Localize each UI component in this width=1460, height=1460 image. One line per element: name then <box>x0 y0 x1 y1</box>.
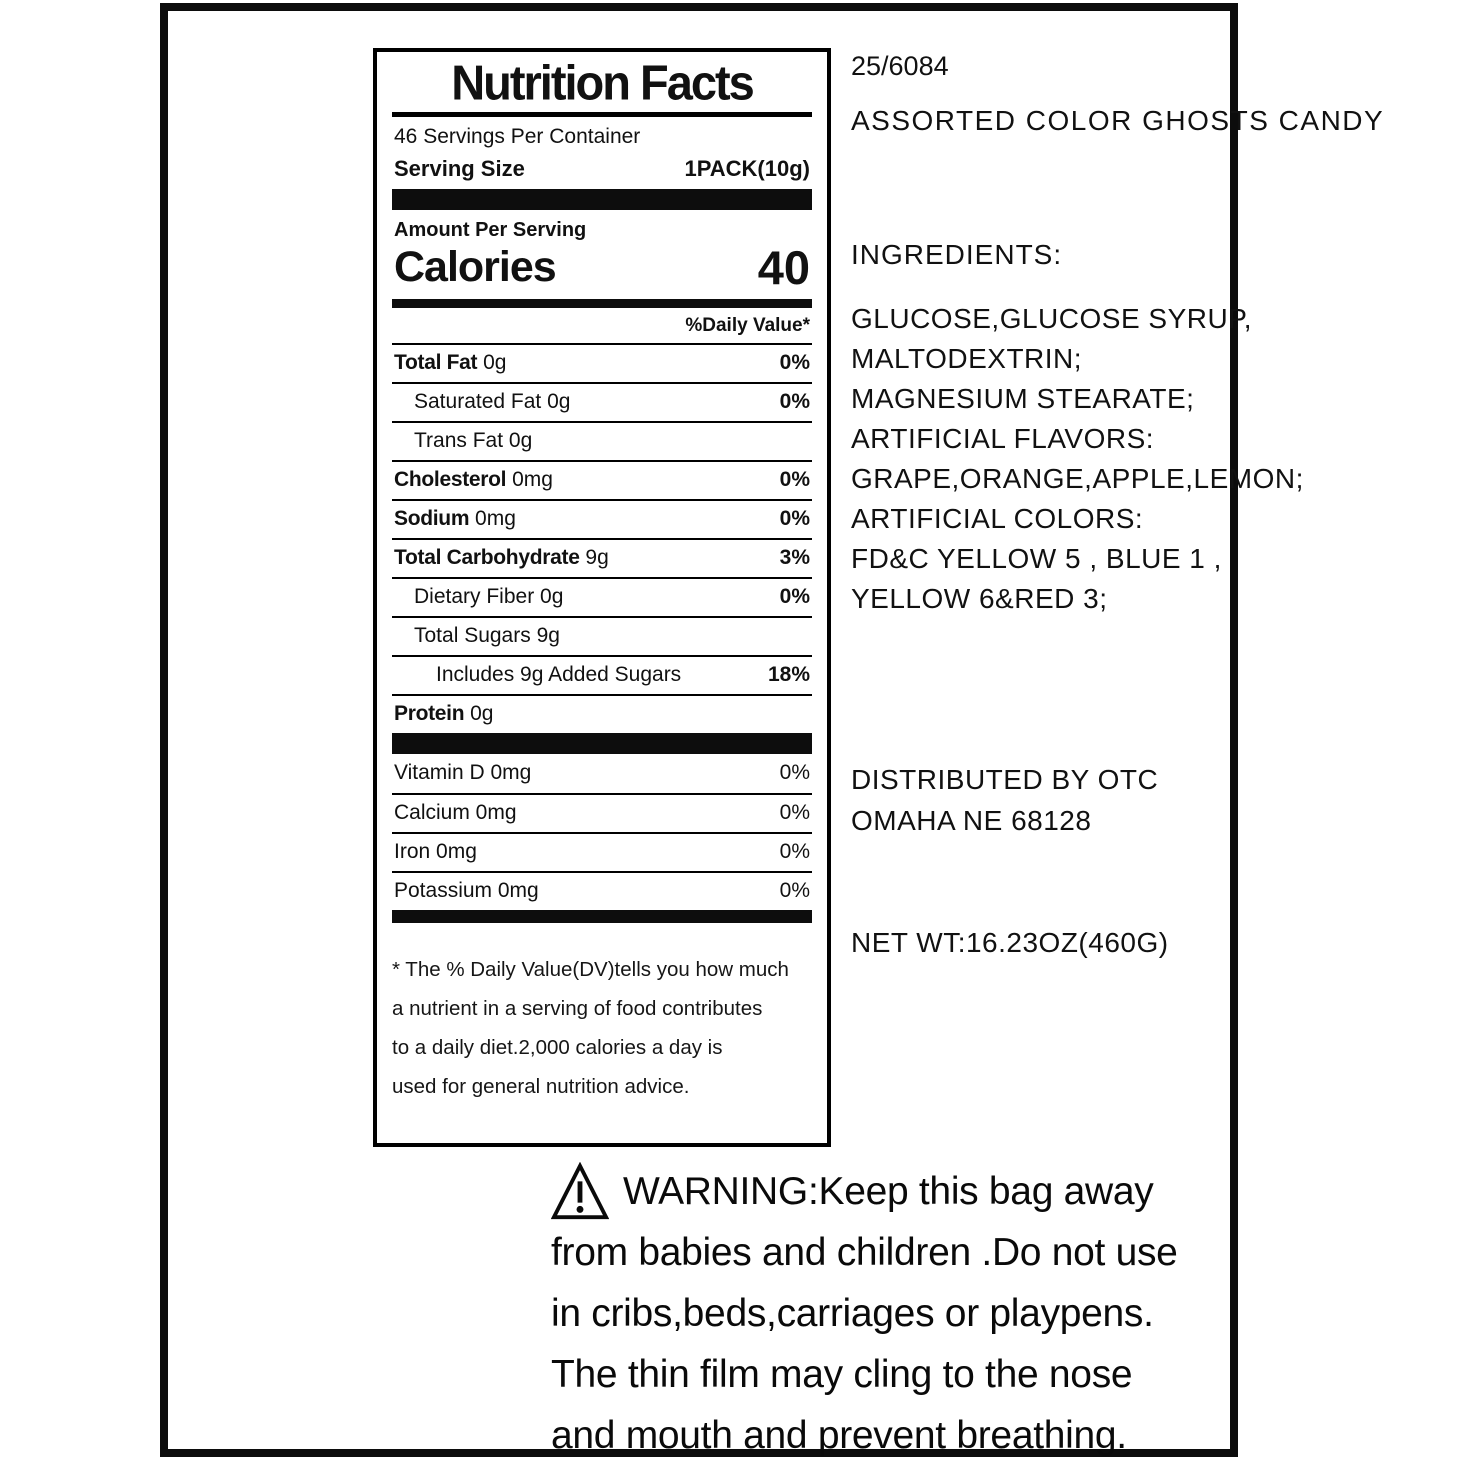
ingredient-line: FD&C YELLOW 5 , BLUE 1 , <box>851 543 1222 574</box>
net-weight: NET WT:16.23OZ(460G) <box>851 927 1169 958</box>
nutrient-pct: 0% <box>779 585 810 609</box>
daily-value-header: %Daily Value* <box>685 314 810 336</box>
micronutrient-label: Potassium 0mg <box>394 879 539 903</box>
nutrient-qty: 0mg <box>475 507 516 531</box>
nutrient-row-total-carbohydrate: Total Carbohydrate 9g 3% <box>392 537 812 577</box>
nutrient-pct: 0% <box>779 351 810 375</box>
nutrient-qty: 0mg <box>512 468 553 492</box>
ingredients-list: GLUCOSE,GLUCOSE SYRUP, MALTODEXTRIN; MAG… <box>851 299 1304 619</box>
warning-line: from babies and children .Do not use <box>551 1231 1178 1274</box>
serving-size-value: 1PACK(10g) <box>684 155 810 181</box>
micronutrient-pct: 0% <box>779 840 810 864</box>
nutrient-row-cholesterol: Cholesterol 0mg 0% <box>392 459 812 499</box>
nutrient-row-added-sugars: Includes 9g Added Sugars 18% <box>392 654 812 694</box>
warning-text: WARNING:Keep this bag away <box>623 1170 1154 1213</box>
nutrient-qty: 0g <box>483 351 507 375</box>
micronutrient-pct: 0% <box>779 761 810 785</box>
nutrient-qty: Includes 9g Added Sugars <box>436 663 682 687</box>
micronutrient-row-iron: Iron 0mg 0% <box>392 831 812 871</box>
product-name: ASSORTED COLOR GHOSTS CANDY <box>851 105 1385 136</box>
label-outer-frame: Nutrition Facts 46 Servings Per Containe… <box>160 3 1383 1457</box>
footnote-line: to a daily diet.2,000 calories a day is <box>392 1035 723 1059</box>
warning-triangle-icon <box>551 1161 609 1219</box>
nutrient-name: Sodium <box>394 507 470 531</box>
distributor-line: OMAHA NE 68128 <box>851 805 1092 836</box>
nutrient-row-saturated-fat: Saturated Fat 0g 0% <box>392 381 812 421</box>
section-bar <box>392 732 812 754</box>
nutrient-name: Total Carbohydrate <box>394 546 580 570</box>
ingredient-line: GRAPE,ORANGE,APPLE,LEMON; <box>851 463 1304 494</box>
micronutrient-label: Iron 0mg <box>394 840 477 864</box>
nutrient-pct: 3% <box>779 546 810 570</box>
ingredients-heading: INGREDIENTS: <box>851 239 1063 270</box>
micronutrient-pct: 0% <box>779 879 810 903</box>
nutrient-pct: 0% <box>779 468 810 492</box>
ingredient-line: MALTODEXTRIN; <box>851 343 1083 374</box>
nutrient-pct: 0% <box>779 390 810 414</box>
micronutrient-row-vitamin-d: Vitamin D 0mg 0% <box>392 754 812 793</box>
section-bar <box>392 188 812 210</box>
nutrient-row-dietary-fiber: Dietary Fiber 0g 0% <box>392 576 812 616</box>
section-bar <box>392 909 812 923</box>
ingredient-line: GLUCOSE,GLUCOSE SYRUP, <box>851 303 1253 334</box>
nutrient-qty: Trans Fat 0g <box>414 429 533 453</box>
ingredient-line: ARTIFICIAL FLAVORS: <box>851 423 1155 454</box>
micronutrient-pct: 0% <box>779 801 810 825</box>
distributor-info: DISTRIBUTED BY OTC OMAHA NE 68128 <box>851 759 1158 841</box>
warning-line: WARNING:Keep this bag away <box>551 1161 1271 1222</box>
calories-row: Calories 40 <box>392 242 812 299</box>
nutrient-name: Protein <box>394 702 465 726</box>
serving-size-label: Serving Size <box>394 155 525 181</box>
nutrient-name: Cholesterol <box>394 468 507 492</box>
footnote-line: a nutrient in a serving of food contribu… <box>392 996 763 1020</box>
ingredient-line: YELLOW 6&RED 3; <box>851 583 1108 614</box>
calories-label: Calories <box>394 242 557 291</box>
servings-per-container: 46 Servings Per Container <box>394 124 641 148</box>
amount-per-serving-label: Amount Per Serving <box>394 218 587 241</box>
nutrient-row-protein: Protein 0g <box>392 693 812 733</box>
micronutrient-row-potassium: Potassium 0mg 0% <box>392 870 812 910</box>
micronutrient-row-calcium: Calcium 0mg 0% <box>392 792 812 832</box>
nutrient-row-sodium: Sodium 0mg 0% <box>392 498 812 538</box>
nutrient-row-trans-fat: Trans Fat 0g <box>392 420 812 460</box>
footnote-line: * The % Daily Value(DV)tells you how muc… <box>392 957 789 981</box>
micronutrient-label: Vitamin D 0mg <box>394 761 532 785</box>
warning-block: WARNING:Keep this bag away from babies a… <box>551 1161 1271 1460</box>
footnote-line: used for general nutrition advice. <box>392 1074 690 1098</box>
nutrient-row-total-fat: Total Fat 0g 0% <box>392 342 812 382</box>
warning-line: The thin film may cling to the nose <box>551 1353 1133 1396</box>
product-code: 25/6084 <box>851 51 949 81</box>
micronutrient-label: Calcium 0mg <box>394 801 517 825</box>
distributor-line: DISTRIBUTED BY OTC <box>851 764 1159 795</box>
nutrition-facts-panel: Nutrition Facts 46 Servings Per Containe… <box>373 48 831 1147</box>
calories-value: 40 <box>757 240 810 294</box>
nutrient-qty: Dietary Fiber 0g <box>414 585 564 609</box>
warning-line: and mouth and prevent breathing. <box>551 1414 1127 1457</box>
nutrient-pct: 18% <box>767 663 810 687</box>
nutrient-qty: Saturated Fat 0g <box>414 390 571 414</box>
nutrient-qty: Total Sugars 9g <box>414 624 560 648</box>
daily-value-footnote: * The % Daily Value(DV)tells you how muc… <box>392 950 812 1106</box>
section-bar <box>392 298 812 308</box>
warning-line: in cribs,beds,carriages or playpens. <box>551 1292 1154 1335</box>
ingredient-line: ARTIFICIAL COLORS: <box>851 503 1144 534</box>
title-divider <box>392 111 812 117</box>
nutrition-facts-title: Nutrition Facts <box>451 54 755 110</box>
serving-size-row: Serving Size 1PACK(10g) <box>392 151 812 189</box>
nutrient-row-total-sugars: Total Sugars 9g <box>392 615 812 655</box>
nutrient-qty: 0g <box>470 702 494 726</box>
nutrient-qty: 9g <box>585 546 609 570</box>
ingredient-line: MAGNESIUM STEARATE; <box>851 383 1195 414</box>
nutrient-pct: 0% <box>779 507 810 531</box>
nutrient-name: Total Fat <box>394 351 478 375</box>
